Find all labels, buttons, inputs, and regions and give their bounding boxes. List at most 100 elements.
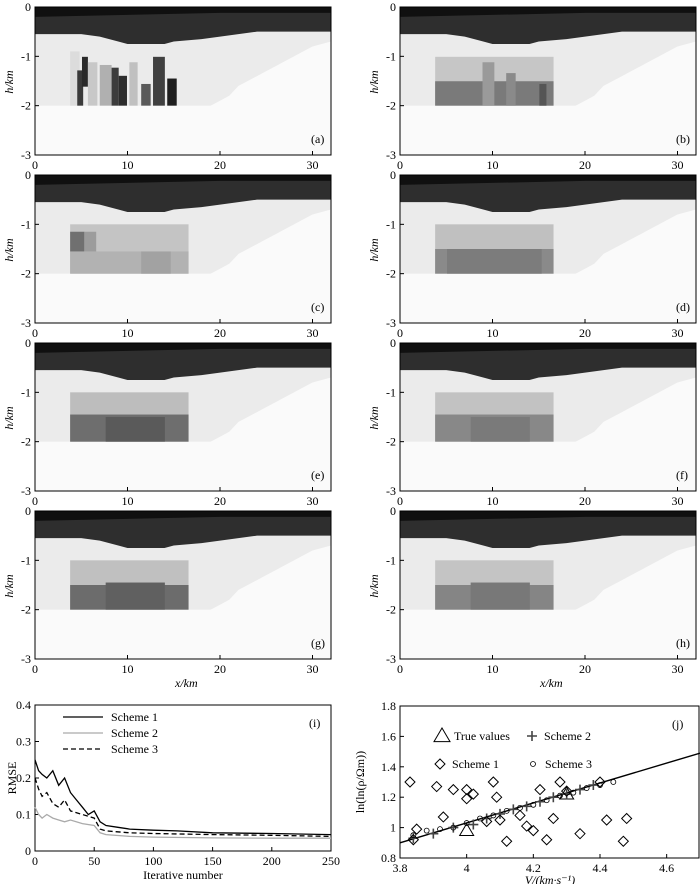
x-tick-label: 0 bbox=[397, 158, 403, 172]
y-tick-label: 0 bbox=[25, 504, 31, 518]
diamond-marker bbox=[430, 780, 443, 793]
x-tick-label: 30 bbox=[672, 494, 684, 508]
x-axis-label: V/(km·s⁻¹) bbox=[525, 873, 575, 884]
anomaly-block bbox=[539, 83, 547, 106]
top-layer bbox=[35, 343, 331, 353]
anomaly-block bbox=[70, 231, 85, 252]
x-tick-label: 4.4 bbox=[593, 861, 608, 875]
middle-layer bbox=[35, 7, 331, 44]
diamond-marker bbox=[574, 827, 586, 840]
y-tick-label: 1.8 bbox=[381, 699, 396, 713]
diamond-marker bbox=[460, 793, 473, 805]
circle-marker bbox=[437, 826, 443, 833]
panel-label: (h) bbox=[676, 636, 690, 650]
y-tick-label: -1 bbox=[21, 217, 31, 231]
model-panel-b: 0 10 20 30 0 -1 -2 -3 h/km (b) bbox=[367, 0, 697, 172]
panel-frame bbox=[34, 174, 332, 324]
diamond-marker bbox=[447, 783, 460, 796]
circle-marker bbox=[570, 789, 577, 796]
y-tick-label: -2 bbox=[386, 603, 396, 617]
x-tick-label: 0 bbox=[397, 326, 403, 340]
panel-label: (e) bbox=[311, 468, 324, 482]
y-tick-label: -1 bbox=[386, 553, 396, 567]
anomaly-block bbox=[506, 73, 516, 106]
x-tick-label: 20 bbox=[579, 158, 591, 172]
x-tick-label: 0 bbox=[32, 494, 38, 508]
y-tick-label: -1 bbox=[386, 217, 396, 231]
diamond-marker bbox=[494, 814, 506, 826]
x-axis-label: x/km bbox=[174, 676, 198, 690]
circle-marker bbox=[450, 824, 457, 831]
y-tick-label: -1 bbox=[21, 385, 31, 399]
y-tick-label: -3 bbox=[21, 484, 31, 498]
triangle-marker bbox=[433, 727, 451, 743]
anomaly-block bbox=[482, 62, 495, 106]
x-tick-label: 30 bbox=[672, 158, 684, 172]
x-tick-label: 20 bbox=[214, 326, 226, 340]
x-tick-label: 20 bbox=[579, 494, 591, 508]
circle-marker bbox=[477, 815, 483, 822]
y-tick-label: 0.1 bbox=[16, 808, 31, 822]
diamond-marker bbox=[480, 815, 493, 828]
y-tick-label: -1 bbox=[386, 49, 396, 63]
panel-label: (j) bbox=[672, 717, 683, 731]
x-tick-label: 50 bbox=[88, 854, 100, 868]
y-axis-label: h/km bbox=[2, 238, 16, 262]
x-tick-label: 30 bbox=[672, 326, 684, 340]
circle-marker bbox=[410, 832, 417, 839]
y-axis-label: h/km bbox=[2, 406, 16, 430]
y-tick-label: -1 bbox=[21, 49, 31, 63]
y-tick-label: 0.4 bbox=[16, 698, 31, 712]
x-tick-label: 150 bbox=[204, 854, 222, 868]
diamond-marker bbox=[410, 823, 423, 835]
x-tick-label: 0 bbox=[32, 662, 38, 676]
y-axis-label: h/km bbox=[367, 70, 381, 94]
y-tick-label: -2 bbox=[386, 267, 396, 281]
anomaly-block bbox=[99, 64, 112, 106]
series-line-1 bbox=[34, 759, 332, 836]
panel-label: (c) bbox=[311, 300, 324, 314]
panel-frame bbox=[34, 510, 332, 660]
legend-label: Scheme 3 bbox=[545, 757, 592, 771]
plus-marker bbox=[448, 822, 459, 833]
plus-marker bbox=[428, 828, 439, 839]
diamond-marker bbox=[407, 834, 420, 846]
plus-marker bbox=[495, 808, 505, 819]
anomaly-block bbox=[87, 62, 98, 106]
diamond-marker bbox=[527, 824, 540, 837]
model-panel-f: 0 10 20 30 0 -1 -2 -3 h/km (f) bbox=[367, 336, 697, 508]
anomaly-block bbox=[446, 249, 542, 274]
y-tick-label: 0.8 bbox=[381, 851, 396, 865]
x-tick-label: 0 bbox=[32, 326, 38, 340]
panel-label: (f) bbox=[676, 468, 688, 482]
y-axis-label: h/km bbox=[367, 406, 381, 430]
x-tick-label: 10 bbox=[487, 158, 499, 172]
plus-marker bbox=[521, 801, 532, 812]
panel-frame bbox=[34, 342, 332, 492]
diamond-marker bbox=[434, 758, 446, 770]
plus-marker bbox=[561, 789, 572, 800]
top-layer bbox=[35, 7, 331, 17]
plus-marker bbox=[535, 796, 545, 807]
circle-marker bbox=[543, 797, 550, 804]
legend-label: True values bbox=[454, 729, 510, 743]
circle-marker bbox=[490, 812, 497, 819]
panel-label: (d) bbox=[676, 300, 690, 314]
model-panel-h: 0 10 20 30 0 -1 -2 -3 h/km (h) x/km bbox=[367, 504, 697, 690]
y-axis-label: h/km bbox=[2, 574, 16, 598]
anomaly-block bbox=[77, 70, 84, 106]
x-tick-label: 10 bbox=[487, 326, 499, 340]
plot-frame bbox=[34, 704, 332, 852]
middle-layer bbox=[400, 511, 696, 548]
panel-label: (g) bbox=[311, 636, 325, 650]
legend-label: Scheme 3 bbox=[111, 742, 158, 756]
x-tick-label: 20 bbox=[214, 158, 226, 172]
anomaly-block bbox=[470, 417, 530, 442]
top-layer bbox=[35, 511, 331, 521]
x-tick-label: 30 bbox=[307, 494, 319, 508]
x-tick-label: 4.2 bbox=[526, 861, 541, 875]
diamond-marker bbox=[600, 814, 613, 826]
x-axis-label: x/km bbox=[539, 676, 563, 690]
model-panel-e: 0 10 20 30 0 -1 -2 -3 h/km (e) bbox=[2, 336, 332, 508]
y-tick-label: 1.6 bbox=[381, 729, 396, 743]
